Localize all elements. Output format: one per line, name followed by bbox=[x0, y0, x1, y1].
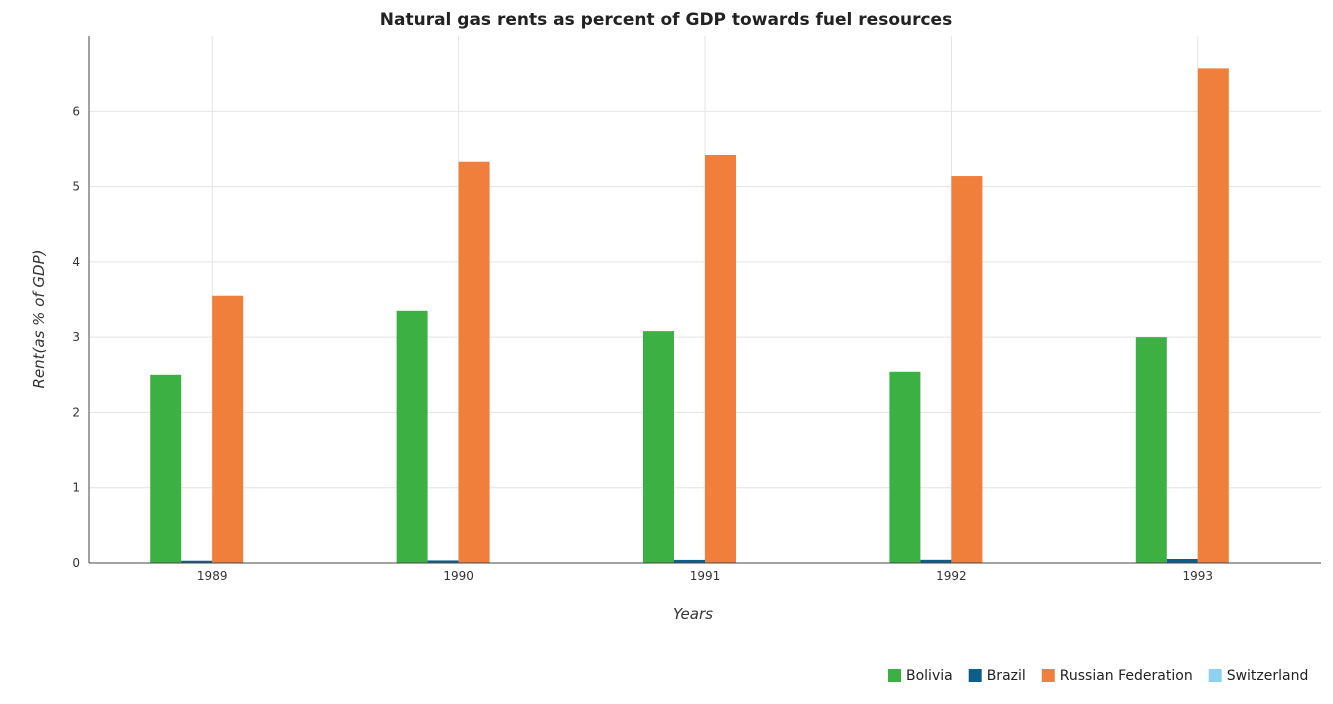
legend-swatch bbox=[1208, 669, 1222, 682]
y-tick-label: 4 bbox=[72, 255, 80, 269]
bar-bolivia-1993 bbox=[1135, 337, 1167, 563]
legend-label: Brazil bbox=[987, 668, 1026, 684]
bar-russian-federation-1993 bbox=[1197, 68, 1229, 563]
legend-label: Russian Federation bbox=[1060, 668, 1193, 684]
legend-swatch bbox=[888, 669, 901, 682]
x-tick-label: 1990 bbox=[443, 569, 474, 583]
y-tick-label: 6 bbox=[72, 104, 80, 118]
bar-bolivia-1992 bbox=[889, 371, 921, 563]
bar-russian-federation-1989 bbox=[212, 295, 244, 563]
bar-brazil-1990 bbox=[427, 560, 459, 563]
bar-russian-federation-1992 bbox=[951, 176, 983, 563]
bar-brazil-1992 bbox=[920, 559, 952, 563]
bar-brazil-1993 bbox=[1166, 559, 1198, 563]
bar-bolivia-1989 bbox=[150, 374, 182, 563]
bar-bolivia-1990 bbox=[396, 310, 428, 563]
bar-bolivia-1991 bbox=[643, 331, 674, 563]
x-tick-label: 1989 bbox=[197, 569, 228, 583]
x-tick-label: 1991 bbox=[690, 569, 721, 583]
bars-layer bbox=[150, 68, 1260, 564]
legend-label: Bolivia bbox=[906, 668, 953, 684]
legend-label: Switzerland bbox=[1227, 668, 1309, 684]
x-axis-label: Years bbox=[673, 605, 713, 623]
bar-russian-federation-1991 bbox=[705, 154, 736, 564]
bar-brazil-1991 bbox=[674, 559, 705, 563]
y-tick-label: 2 bbox=[72, 405, 80, 419]
x-tick-label: 1993 bbox=[1183, 569, 1214, 583]
legend-swatch bbox=[968, 669, 982, 682]
chart-title: Natural gas rents as percent of GDP towa… bbox=[380, 10, 952, 30]
y-tick-label: 5 bbox=[72, 180, 80, 194]
y-tick-label: 3 bbox=[72, 330, 80, 344]
y-tick-label: 1 bbox=[72, 481, 80, 495]
bar-brazil-1989 bbox=[181, 560, 213, 563]
axes-layer: 0 1 2 3 4 5 6 1989 1990 1991 1992 1993 bbox=[72, 36, 1321, 583]
legend-swatch bbox=[1041, 669, 1055, 682]
legend: Bolivia Brazil Russian Federation Switzerla… bbox=[888, 668, 1308, 684]
x-tick-label: 1992 bbox=[936, 569, 967, 583]
y-tick-label: 0 bbox=[72, 556, 80, 570]
bar-russian-federation-1990 bbox=[458, 161, 490, 563]
y-axis-label: Rent(as % of GDP) bbox=[30, 250, 48, 389]
